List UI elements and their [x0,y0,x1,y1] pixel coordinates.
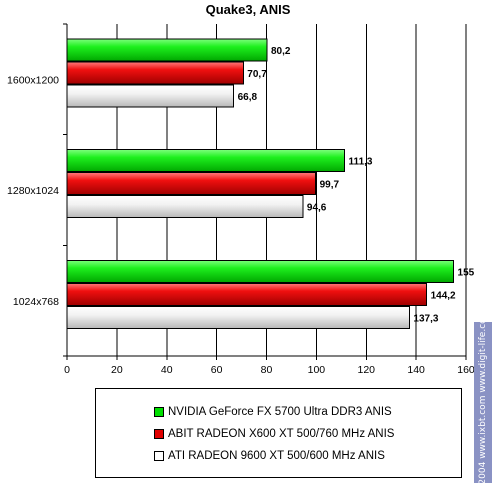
bar [66,282,428,306]
bar [66,172,317,196]
watermark: © 2004 www.ixbt.com www.digit-life.com [474,322,492,483]
bar [66,195,304,219]
x-tick-label: 0 [64,364,70,376]
legend-swatch-green [154,407,164,417]
legend-label: ATI RADEON 9600 XT 500/600 MHz ANIS [168,450,385,462]
legend-swatch-white [154,451,164,461]
data-label: 66,8 [238,92,258,103]
data-label: 144,2 [431,290,456,301]
legend-label: ABIT RADEON X600 XT 500/760 MHz ANIS [168,428,395,440]
legend: NVIDIA GeForce FX 5700 Ultra DDR3 ANIS A… [95,388,462,478]
data-label: 80,2 [271,46,291,57]
legend-item: ABIT RADEON X600 XT 500/760 MHz ANIS [154,427,394,441]
x-tick-label: 140 [407,364,425,376]
data-label: 70,7 [247,69,267,80]
data-label: 94,6 [307,203,327,214]
x-tick-label: 100 [308,364,326,376]
bar [66,305,410,329]
x-tick-label: 80 [261,364,273,376]
legend-item: NVIDIA GeForce FX 5700 Ultra DDR3 ANIS [154,405,392,419]
legend-item: ATI RADEON 9600 XT 500/600 MHz ANIS [154,449,385,463]
data-labels: 80,2 70,7 66,8 111,3 99,7 94,6 155 144,2 137,3 [238,46,475,324]
category-label: 1600x1200 [7,75,59,87]
x-tick-label: 120 [357,364,375,376]
bar [66,84,235,108]
chart-title: Quake3, ANIS [206,2,291,17]
bar [66,38,268,62]
x-tick-label: 40 [161,364,173,376]
data-label: 155 [458,267,475,278]
data-label: 111,3 [349,157,373,168]
x-tick-label: 60 [211,364,223,376]
bars [66,38,455,329]
watermark-text: © 2004 www.ixbt.com www.digit-life.com [478,322,488,483]
legend-swatch-red [154,429,164,439]
x-tick-label: 160 [457,364,475,376]
category-label: 1024x768 [13,296,59,308]
data-label: 137,3 [413,313,438,324]
category-label: 1280x1024 [7,185,59,197]
data-label: 99,7 [320,180,340,191]
bar [66,259,455,283]
legend-label: NVIDIA GeForce FX 5700 Ultra DDR3 ANIS [168,406,392,418]
axes: 1600x1200 1280x1024 1024x768 0 20 40 60 80 100 12… [7,23,475,376]
bar [66,149,346,173]
bar [66,61,244,85]
x-tick-label: 20 [111,364,123,376]
